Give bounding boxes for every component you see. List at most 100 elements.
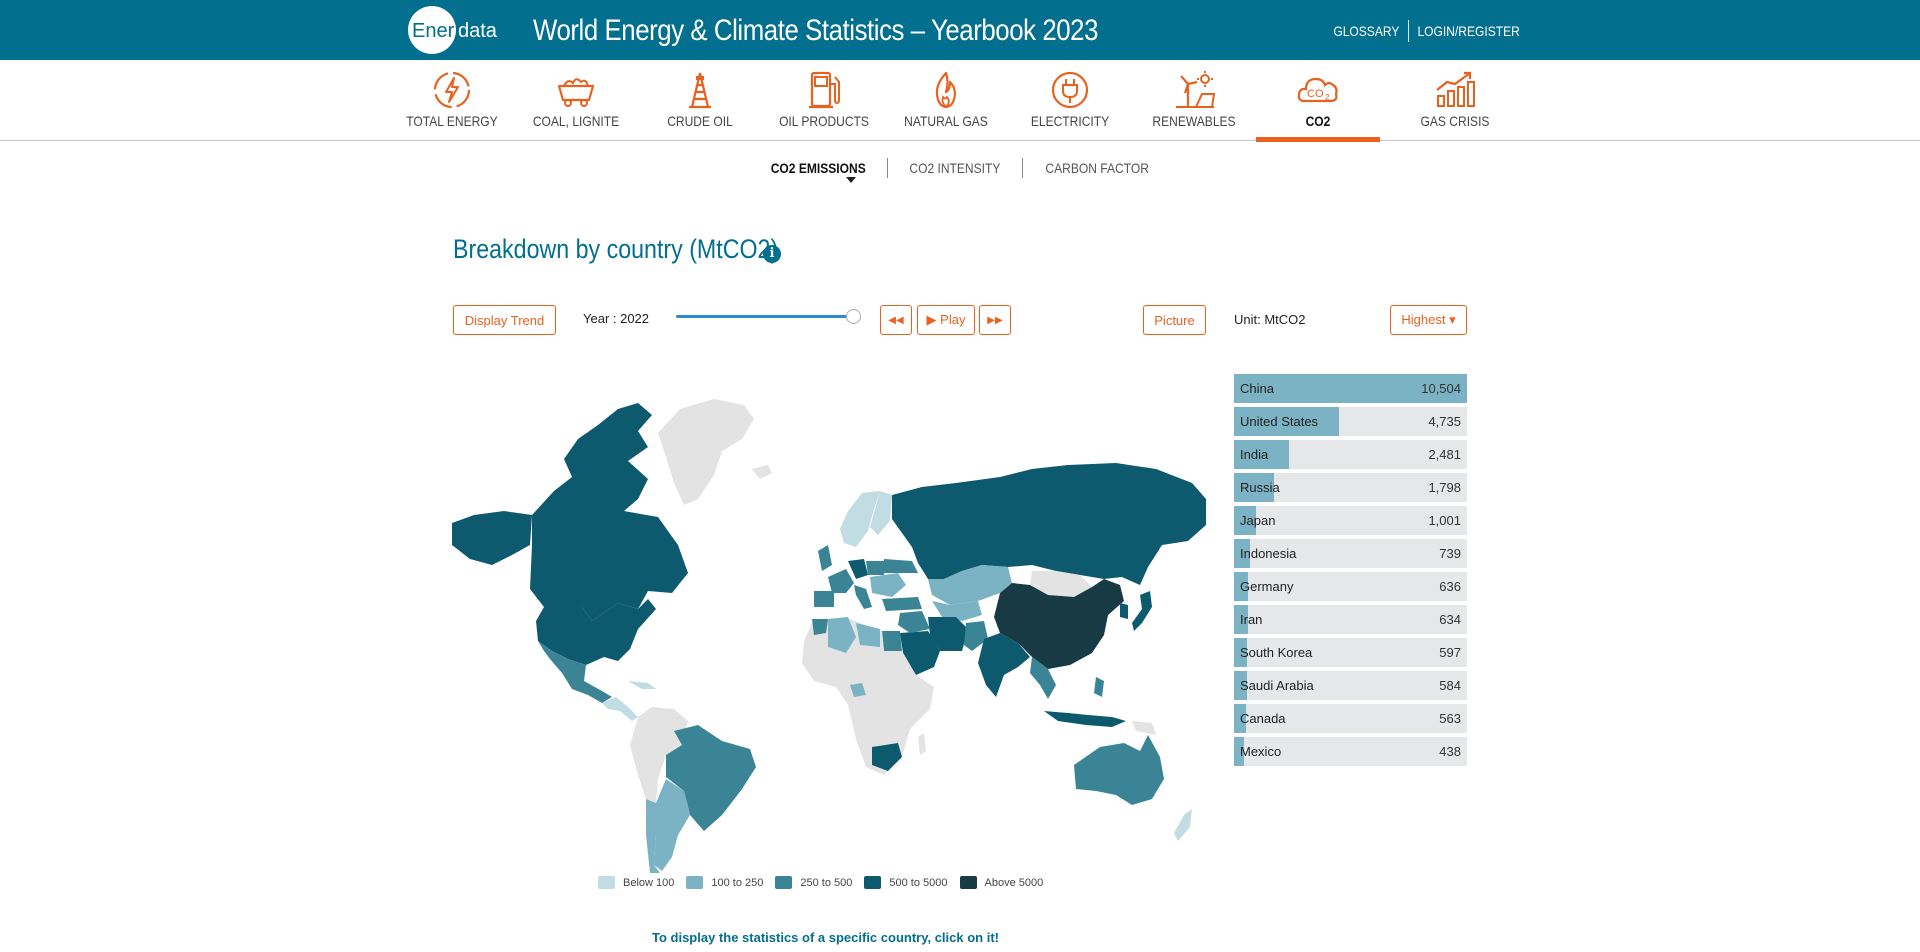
rising-chart-icon — [1436, 71, 1475, 107]
country-papua-new-guinea[interactable] — [1132, 721, 1156, 735]
country-finland[interactable] — [870, 491, 892, 535]
year-slider-handle[interactable] — [846, 309, 861, 324]
country-canada[interactable] — [530, 403, 688, 621]
country-kazakhstan[interactable] — [928, 565, 1012, 605]
country-south-africa[interactable] — [872, 743, 902, 771]
country-argentina[interactable] — [654, 779, 690, 871]
ranking-bar — [1234, 506, 1257, 535]
tab-oil-products[interactable]: OIL PRODUCTS — [762, 66, 886, 141]
country-saudi-arabia[interactable] — [900, 631, 940, 675]
info-icon[interactable]: i — [763, 245, 781, 263]
region-scandinavia[interactable] — [840, 491, 880, 547]
country-russia[interactable] — [892, 463, 1206, 585]
country-poland[interactable] — [866, 561, 884, 575]
tab-coal-lignite[interactable]: COAL, LIGNITE — [514, 66, 638, 141]
ranking-row[interactable]: China 10,504 — [1234, 374, 1467, 403]
country-india[interactable] — [978, 633, 1030, 697]
subtab-co2-emissions[interactable]: CO2 EMISSIONS — [770, 160, 866, 176]
country-mongolia[interactable] — [1030, 571, 1092, 597]
region-africa[interactable] — [802, 617, 934, 775]
picture-button[interactable]: Picture — [1143, 305, 1206, 335]
country-libya[interactable] — [856, 623, 880, 647]
glossary-link[interactable]: GLOSSARY — [1333, 23, 1400, 39]
ranking-row[interactable]: Russia 1,798 — [1234, 473, 1467, 502]
country-algeria[interactable] — [828, 617, 856, 653]
country-spain[interactable] — [814, 591, 834, 607]
legend-item[interactable]: 500 to 5000 — [864, 876, 948, 889]
region-caribbean[interactable] — [628, 681, 656, 689]
country-morocco[interactable] — [812, 619, 828, 635]
play-button[interactable]: ▶ Play — [917, 305, 975, 335]
country-italy[interactable] — [854, 585, 872, 609]
enerdata-logo[interactable]: Ener data — [408, 5, 508, 55]
world-choropleth-map[interactable] — [452, 395, 1206, 875]
country-chile[interactable] — [646, 799, 660, 873]
legend-label: 500 to 5000 — [889, 876, 948, 889]
year-slider-track[interactable] — [676, 315, 854, 318]
subtab-carbon-factor[interactable]: CARBON FACTOR — [1045, 160, 1149, 176]
country-ukraine[interactable] — [884, 559, 918, 573]
tab-electricity[interactable]: ELECTRICITY — [1008, 66, 1132, 141]
country-iran[interactable] — [928, 617, 968, 651]
tab-crude-oil[interactable]: CRUDE OIL — [638, 66, 762, 141]
country-nigeria[interactable] — [850, 683, 866, 697]
country-japan[interactable] — [1132, 591, 1152, 631]
forward-button[interactable]: ▶▶ — [979, 305, 1011, 335]
tab-total-energy[interactable]: TOTAL ENERGY — [390, 66, 514, 141]
region-central-america[interactable] — [602, 697, 638, 721]
region-levant-iraq[interactable] — [898, 611, 930, 633]
country-pakistan[interactable] — [964, 621, 988, 651]
legend-item[interactable]: Below 100 — [598, 876, 674, 889]
ranking-row[interactable]: Germany 636 — [1234, 572, 1467, 601]
legend-item[interactable]: 250 to 500 — [775, 876, 852, 889]
svg-text:CO: CO — [1307, 88, 1324, 100]
ranking-value: 1,001 — [1428, 513, 1461, 528]
tab-gas-crisis[interactable]: GAS CRISIS — [1393, 66, 1517, 141]
country-egypt[interactable] — [882, 631, 902, 651]
country-germany[interactable] — [848, 559, 868, 579]
ranking-row[interactable]: Iran 634 — [1234, 605, 1467, 634]
ranking-bar — [1234, 737, 1244, 766]
rewind-button[interactable]: ◀◀ — [880, 305, 912, 335]
country-turkey[interactable] — [882, 597, 922, 611]
region-southeast-asia[interactable] — [1030, 657, 1056, 699]
tab-natural-gas[interactable]: NATURAL GAS — [884, 66, 1008, 141]
login-register-link[interactable]: LOGIN/REGISTER — [1417, 23, 1520, 39]
ranking-row[interactable]: United States 4,735 — [1234, 407, 1467, 436]
tab-renewables[interactable]: RENEWABLES — [1132, 66, 1256, 141]
legend-item[interactable]: 100 to 250 — [686, 876, 763, 889]
ranking-row[interactable]: Saudi Arabia 584 — [1234, 671, 1467, 700]
display-trend-button[interactable]: Display Trend — [453, 305, 556, 335]
country-united-states[interactable] — [536, 599, 656, 665]
ranking-row[interactable]: Mexico 438 — [1234, 737, 1467, 766]
page-title: Breakdown by country (MtCO2) — [453, 234, 779, 264]
country-south-korea[interactable] — [1120, 603, 1128, 619]
tab-co2[interactable]: CO 2 CO2 — [1256, 66, 1380, 142]
country-new-zealand[interactable] — [1174, 809, 1192, 841]
ranking-row[interactable]: Canada 563 — [1234, 704, 1467, 733]
country-madagascar[interactable] — [918, 733, 926, 755]
region-central-asia[interactable] — [932, 601, 982, 621]
country-usa-alaska[interactable] — [452, 511, 532, 565]
country-brazil[interactable] — [666, 725, 756, 831]
legend-item[interactable]: Above 5000 — [959, 876, 1043, 889]
ranking-row[interactable]: India 2,481 — [1234, 440, 1467, 469]
country-china[interactable] — [994, 579, 1124, 669]
region-andean-countries[interactable] — [630, 707, 688, 803]
country-philippines[interactable] — [1094, 677, 1104, 697]
ranking-country: Russia — [1240, 480, 1280, 495]
sort-highest-dropdown[interactable]: Highest ▾ — [1390, 305, 1467, 335]
region-western-europe[interactable] — [828, 569, 854, 593]
country-greenland[interactable] — [658, 399, 754, 505]
region-eastern-europe[interactable] — [870, 573, 906, 597]
country-iceland[interactable] — [752, 465, 772, 479]
ranking-row[interactable]: Japan 1,001 — [1234, 506, 1467, 535]
ranking-row[interactable]: South Korea 597 — [1234, 638, 1467, 667]
top-links: GLOSSARY LOGIN/REGISTER — [1334, 20, 1520, 42]
country-australia[interactable] — [1074, 735, 1164, 805]
country-united-kingdom[interactable] — [818, 545, 832, 571]
subtab-co2-intensity[interactable]: CO2 INTENSITY — [909, 160, 1001, 176]
ranking-row[interactable]: Indonesia 739 — [1234, 539, 1467, 568]
country-indonesia[interactable] — [1044, 711, 1126, 727]
country-mexico[interactable] — [538, 641, 612, 703]
